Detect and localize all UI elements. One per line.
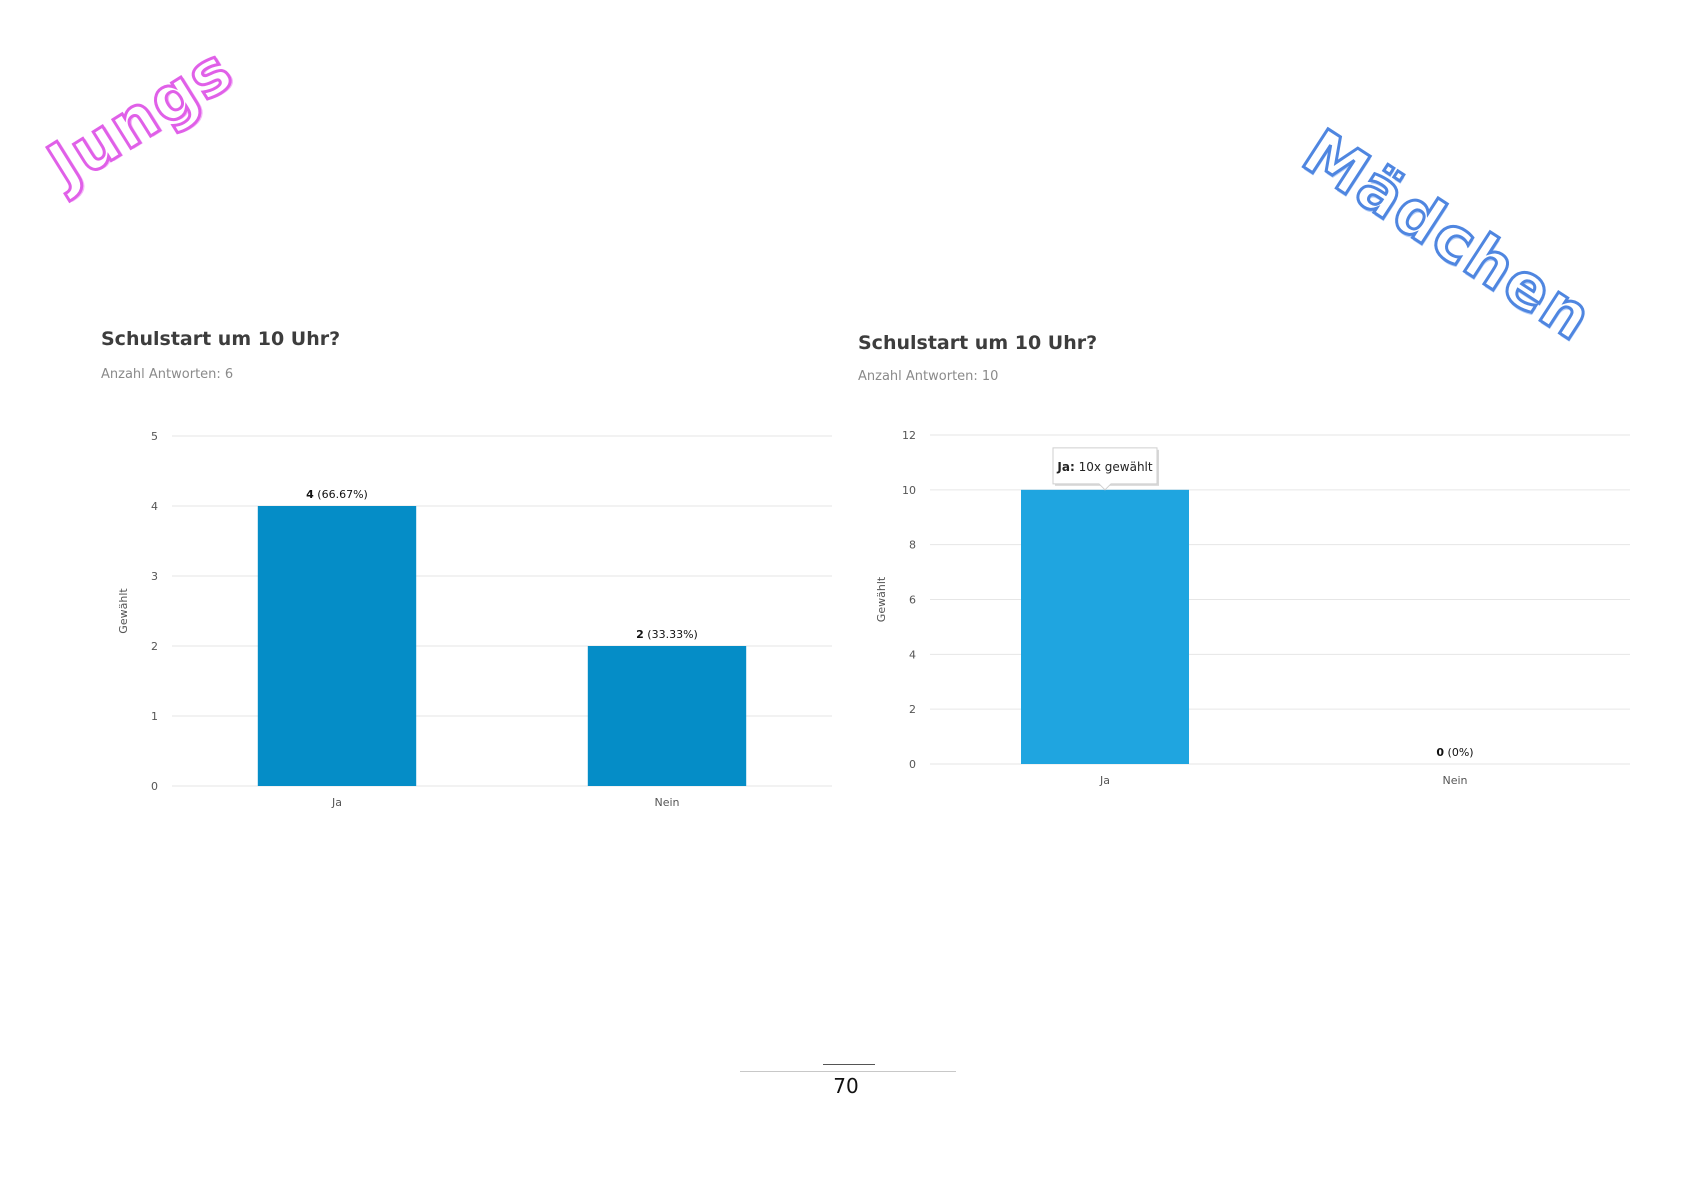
boys-heading: Jungs bbox=[34, 31, 248, 203]
bar-chart-girls: 0 2 4 6 8 10 12 Gewählt Ja Nein 0 (0%) Ja: 10x gewä… bbox=[875, 429, 1630, 787]
girls-tooltip-box bbox=[1052, 447, 1158, 491]
footer-rule-short bbox=[823, 1064, 875, 1065]
footer-rule bbox=[740, 1071, 956, 1072]
girls-data-label: 0 (0%) bbox=[1436, 746, 1473, 759]
girls-ytick-label: 4 bbox=[909, 648, 916, 661]
boys-ytick-label: 2 bbox=[151, 640, 158, 653]
girls-ytick-label: 12 bbox=[902, 429, 916, 442]
girls-tooltip: Ja: 10x gewählt bbox=[1052, 447, 1159, 491]
chart-subtitle-boys: Anzahl Antworten: 6 bbox=[101, 367, 234, 382]
girls-heading: Mädchen bbox=[1289, 113, 1608, 356]
girls-ytick-label: 2 bbox=[909, 703, 916, 716]
girls-ytick-label: 10 bbox=[902, 484, 916, 497]
girls-ylabel: Gewählt bbox=[875, 576, 888, 622]
boys-data-label: 4 (66.67%) bbox=[306, 488, 368, 501]
boys-bar-nein bbox=[587, 646, 747, 786]
boys-ytick-label: 4 bbox=[151, 500, 158, 513]
bar-chart-boys: 0 1 2 3 4 5 Gewählt Ja 4 (66.67%) Nein 2 (33.33%) bbox=[117, 430, 832, 809]
page-number: 70 bbox=[833, 1074, 859, 1098]
boys-category-label: Ja bbox=[331, 796, 342, 809]
girls-ytick-label: 6 bbox=[909, 594, 916, 607]
girls-category-label: Nein bbox=[1442, 774, 1467, 787]
chart-title-girls: Schulstart um 10 Uhr? bbox=[858, 332, 1098, 354]
boys-category-label: Nein bbox=[654, 796, 679, 809]
chart-subtitle-girls: Anzahl Antworten: 10 bbox=[858, 369, 999, 384]
girls-ytick-label: 0 bbox=[909, 758, 916, 771]
girls-category-label: Ja bbox=[1099, 774, 1110, 787]
girls-ytick-label: 8 bbox=[909, 539, 916, 552]
boys-bar-ja bbox=[257, 506, 417, 786]
boys-ytick-label: 3 bbox=[151, 570, 158, 583]
boys-data-label: 2 (33.33%) bbox=[636, 628, 698, 641]
girls-bar-ja bbox=[1021, 489, 1189, 764]
boys-ytick-label: 1 bbox=[151, 710, 158, 723]
boys-ytick-label: 5 bbox=[151, 430, 158, 443]
boys-ytick-label: 0 bbox=[151, 780, 158, 793]
chart-title-boys: Schulstart um 10 Uhr? bbox=[101, 328, 341, 350]
girls-tooltip-text: Ja: 10x gewählt bbox=[1056, 460, 1152, 474]
boys-ylabel: Gewählt bbox=[117, 588, 130, 634]
